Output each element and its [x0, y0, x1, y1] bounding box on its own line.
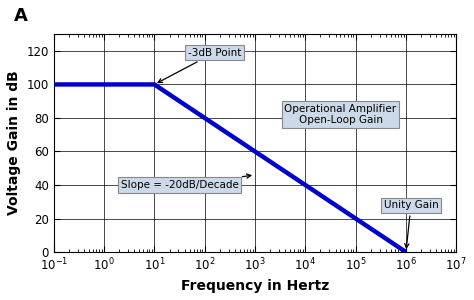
Text: -3dB Point: -3dB Point — [158, 48, 241, 82]
Y-axis label: Voltage Gain in dB: Voltage Gain in dB — [7, 71, 21, 215]
Text: Slope = -20dB/Decade: Slope = -20dB/Decade — [120, 174, 251, 190]
Text: A: A — [13, 8, 27, 26]
Text: Unity Gain: Unity Gain — [383, 200, 438, 248]
X-axis label: Frequency in Hertz: Frequency in Hertz — [181, 279, 329, 293]
Text: Operational Amplifier
Open-Loop Gain: Operational Amplifier Open-Loop Gain — [284, 104, 397, 125]
